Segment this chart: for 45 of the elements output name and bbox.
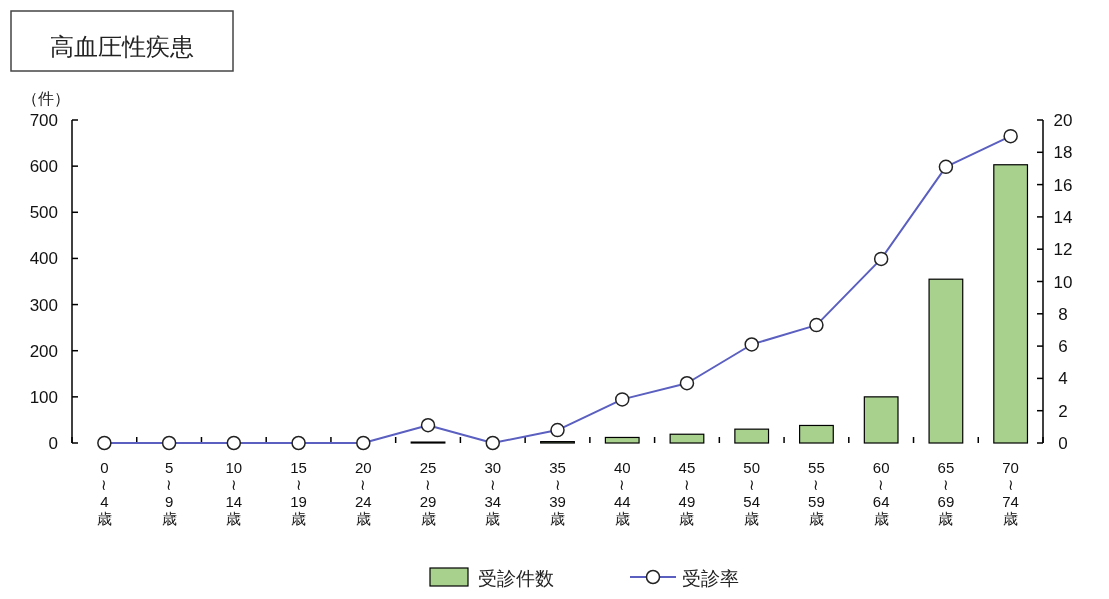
bar — [604, 436, 640, 444]
x-tick-label: 25 ≀ 29 歳 — [419, 459, 437, 527]
y-tick-label: 0 — [48, 434, 58, 453]
y2-tick-label: 20 — [1053, 111, 1073, 130]
x-tick-label: 0 ≀ 4 歳 — [96, 459, 112, 527]
y-tick-label: 300 — [29, 295, 58, 315]
y2-tick-label: 18 — [1053, 143, 1073, 163]
x-tick-label: 50 ≀ 54 歳 — [743, 459, 761, 527]
y2-tick-label: 8 — [1058, 304, 1068, 324]
y2-tick-label: 6 — [1058, 337, 1068, 357]
legend-label: 受診件数 — [478, 568, 554, 589]
bar — [928, 278, 964, 444]
bar — [993, 164, 1029, 444]
bar — [799, 424, 834, 444]
x-tick-label: 65 ≀ 69 歳 — [937, 459, 955, 527]
y-tick-label: 600 — [29, 157, 58, 177]
x-tick-label: 35 ≀ 39 歳 — [549, 459, 566, 527]
x-tick-label: 70 ≀ 74 歳 — [1002, 459, 1019, 527]
y2-tick-label: 10 — [1053, 272, 1073, 292]
x-tick-label: 5 ≀ 9 歳 — [161, 459, 177, 527]
x-tick-label: 60 ≀ 64 歳 — [872, 459, 890, 527]
x-tick-label: 15 ≀ 19 歳 — [290, 459, 307, 527]
x-tick-label: 20 ≀ 24 歳 — [354, 459, 372, 527]
y2-tick-label: 16 — [1053, 175, 1073, 195]
x-tick-label: 40 ≀ 44 歳 — [613, 459, 631, 527]
bar — [863, 396, 899, 444]
bar — [669, 433, 705, 444]
x-tick-label: 30 ≀ 34 歳 — [484, 459, 502, 527]
legend-label: 受診率 — [682, 568, 739, 589]
y2-tick-label: 0 — [1058, 434, 1068, 453]
y-tick-label: 200 — [29, 341, 58, 361]
chart-title: 高血圧性疾患 — [50, 33, 194, 60]
y-tick-label: 400 — [29, 249, 58, 269]
y-tick-label: 100 — [29, 387, 58, 407]
bar — [734, 428, 770, 444]
y2-tick-label: 2 — [1058, 401, 1068, 421]
y2-tick-label: 4 — [1058, 369, 1068, 389]
y-tick-label: 700 — [29, 111, 58, 130]
y-tick-label: 500 — [29, 203, 58, 223]
x-tick-label: 45 ≀ 49 歳 — [678, 459, 696, 527]
y2-tick-label: 14 — [1053, 207, 1073, 227]
x-tick-label: 55 ≀ 59 歳 — [808, 459, 825, 527]
y2-tick-label: 12 — [1053, 240, 1073, 260]
x-tick-label: 10 ≀ 14 歳 — [225, 459, 243, 527]
y-axis-title: （件） — [22, 90, 70, 107]
